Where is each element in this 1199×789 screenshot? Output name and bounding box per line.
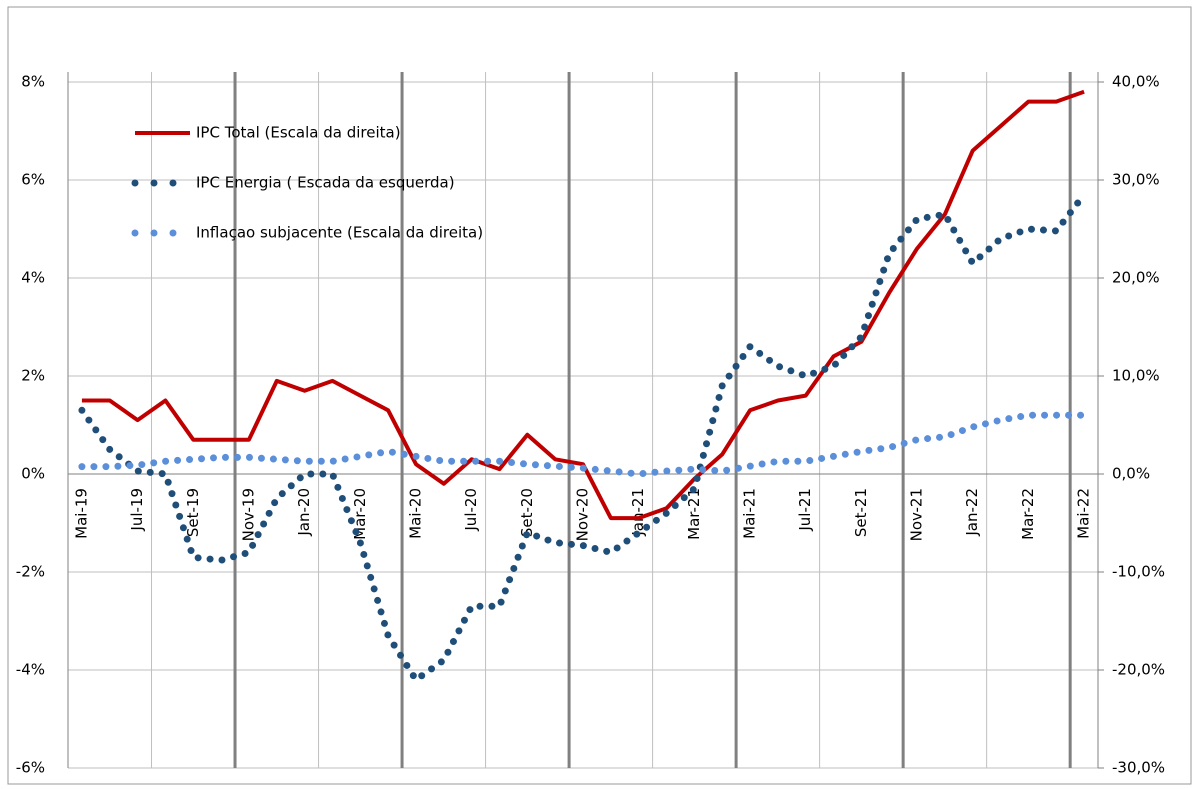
series-line [78,191,1088,684]
y2-tick-label: 0,0% [1112,465,1150,483]
x-tick-label: Nov-20 [574,488,592,541]
y2-tick-label: 10,0% [1112,367,1160,385]
x-tick-label: Mai-21 [741,488,759,539]
y-tick-label: -2% [16,563,45,581]
x-tick-label: Nov-21 [908,488,926,541]
x-tick-label: Mai-22 [1075,488,1093,539]
y-tick-label: 8% [21,73,45,91]
y-tick-label: 2% [21,367,45,385]
x-tick-label: Mai-19 [72,488,90,539]
y-tick-label: -4% [16,661,45,679]
series-line [78,411,1088,478]
x-tick-label: Mar-22 [1019,488,1037,540]
y2-tick-label: -10,0% [1112,563,1165,581]
x-tick-label: Set-20 [518,488,536,537]
y2-tick-label: 30,0% [1112,171,1160,189]
y-tick-label: 4% [21,269,45,287]
x-tick-label: Mai-20 [406,488,424,539]
y-tick-label: -6% [16,759,45,777]
x-tick-label: Jan-20 [295,488,313,537]
y2-tick-label: 20,0% [1112,269,1160,287]
x-tick-label: Jan-21 [629,488,647,537]
y-tick-label: 0% [21,465,45,483]
x-tick-label: Jul-19 [128,488,146,532]
x-tick-label: Mar-21 [685,488,703,540]
x-tick-label: Mar-20 [351,488,369,540]
chart-border [7,6,1192,785]
x-tick-label: Set-19 [184,488,202,537]
y2-tick-label: -30,0% [1112,759,1165,777]
series-line [81,89,1085,521]
x-tick-label: Set-21 [852,488,870,537]
y2-tick-label: -20,0% [1112,661,1165,679]
x-tick-label: Jul-20 [462,488,480,532]
x-tick-label: Nov-19 [239,488,257,541]
y-tick-label: 6% [21,171,45,189]
legend-label: IPC Energia ( Escada da esquerda) [196,174,455,192]
x-tick-label: Jul-21 [796,488,814,532]
legend-label: IPC Total (Escala da direita) [196,124,401,142]
legend-label: Inflaçao subjacente (Escala da direita) [196,224,483,242]
x-tick-label: Jan-22 [963,488,981,537]
y2-tick-label: 40,0% [1112,73,1160,91]
